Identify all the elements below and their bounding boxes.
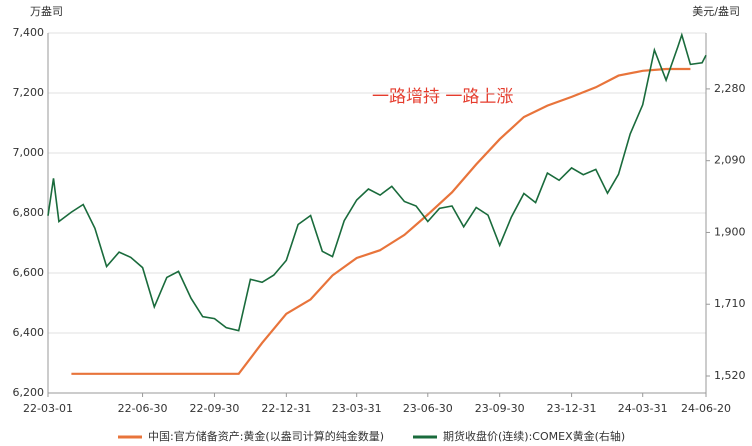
x-tick-label: 23-09-30 <box>475 402 525 415</box>
y2-tick-label: 1,520 <box>714 369 746 382</box>
x-tick-label: 22-06-30 <box>118 402 168 415</box>
legend-label: 中国:官方储备资产:黄金(以盎司计算的纯金数量) <box>148 429 384 443</box>
x-tick-label: 22-09-30 <box>189 402 239 415</box>
legend-label: 期货收盘价(连续):COMEX黄金(右轴) <box>443 429 625 443</box>
y2-axis-unit: 美元/盎司 <box>692 4 740 18</box>
annotation: 一路增持 一路上涨 <box>372 87 513 107</box>
series-line <box>47 32 707 332</box>
x-tick-label: 24-03-31 <box>618 402 668 415</box>
y2-tick-label: 1,710 <box>714 297 746 310</box>
y2-tick-label: 2,090 <box>714 154 746 167</box>
y-axis-unit: 万盎司 <box>30 4 63 18</box>
y-tick-label: 6,800 <box>13 206 45 219</box>
y-tick-label: 7,000 <box>13 146 45 159</box>
series-line <box>71 67 691 375</box>
y2-tick-label: 1,900 <box>714 225 746 238</box>
y-tick-label: 6,600 <box>13 266 45 279</box>
x-tick-label: 22-12-31 <box>261 402 311 415</box>
x-tick-label: 22-03-01 <box>23 402 73 415</box>
y-tick-label: 6,400 <box>13 326 45 339</box>
x-tick-label: 23-03-31 <box>332 402 382 415</box>
x-tick-label: 23-12-31 <box>547 402 597 415</box>
x-tick-label: 24-06-20 <box>681 402 731 415</box>
y-tick-label: 7,200 <box>13 86 45 99</box>
y-tick-label: 7,400 <box>13 26 45 39</box>
x-tick-label: 23-06-30 <box>403 402 453 415</box>
y-tick-label: 6,200 <box>13 386 45 399</box>
y2-tick-label: 2,280 <box>714 82 746 95</box>
